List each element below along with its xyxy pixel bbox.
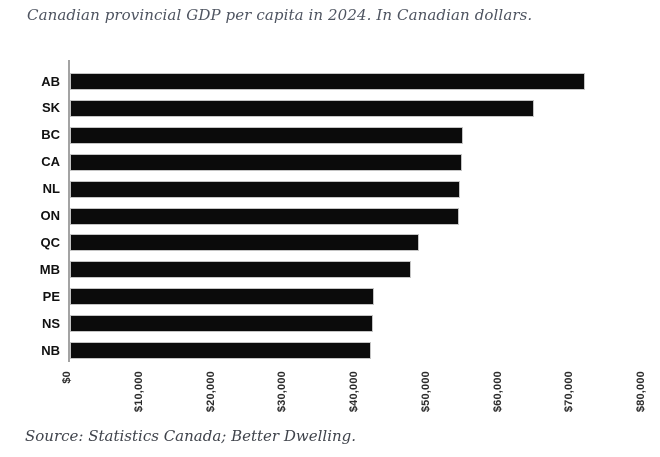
x-tick-label: $20,000 xyxy=(204,371,217,413)
bar-bc xyxy=(70,126,463,144)
x-tick-label: $70,000 xyxy=(563,371,576,413)
x-tick-label: $60,000 xyxy=(491,371,504,413)
category-label-on: ON xyxy=(40,208,61,223)
category-label-sk: SK xyxy=(41,100,60,116)
chart-title: Canadian provincial GDP per capita in 20… xyxy=(27,6,533,24)
bar-pe xyxy=(70,288,374,306)
x-tick-label: $40,000 xyxy=(348,371,360,413)
x-tick-label: $10,000 xyxy=(132,371,145,413)
category-label-pe: PE xyxy=(42,288,60,304)
source-note: Source: Statistics Canada; Better Dwelli… xyxy=(25,427,357,445)
bar-ns xyxy=(70,315,373,333)
bar-ca xyxy=(70,153,462,171)
category-label-ca: CA xyxy=(41,154,60,170)
bar-qc xyxy=(70,234,419,252)
category-label-nb: NB xyxy=(41,342,60,358)
category-label-ns: NS xyxy=(41,315,60,331)
category-label-qc: QC xyxy=(40,234,61,250)
category-label-mb: MB xyxy=(39,261,60,277)
x-tick-label: $80,000 xyxy=(635,371,647,413)
bar-nl xyxy=(70,180,460,198)
bar-nb xyxy=(70,342,371,359)
bar-on xyxy=(70,207,459,225)
category-label-bc: BC xyxy=(41,127,60,143)
bar-sk xyxy=(70,99,534,117)
x-tick-label: $50,000 xyxy=(419,371,432,413)
bar-mb xyxy=(70,261,411,279)
category-label-ab: AB xyxy=(41,73,60,89)
category-label-nl: NL xyxy=(42,181,60,197)
bar-ab xyxy=(70,73,585,90)
x-tick-label: $30,000 xyxy=(276,371,289,413)
x-tick-label: $0 xyxy=(61,371,73,384)
y-axis-line xyxy=(68,60,70,362)
